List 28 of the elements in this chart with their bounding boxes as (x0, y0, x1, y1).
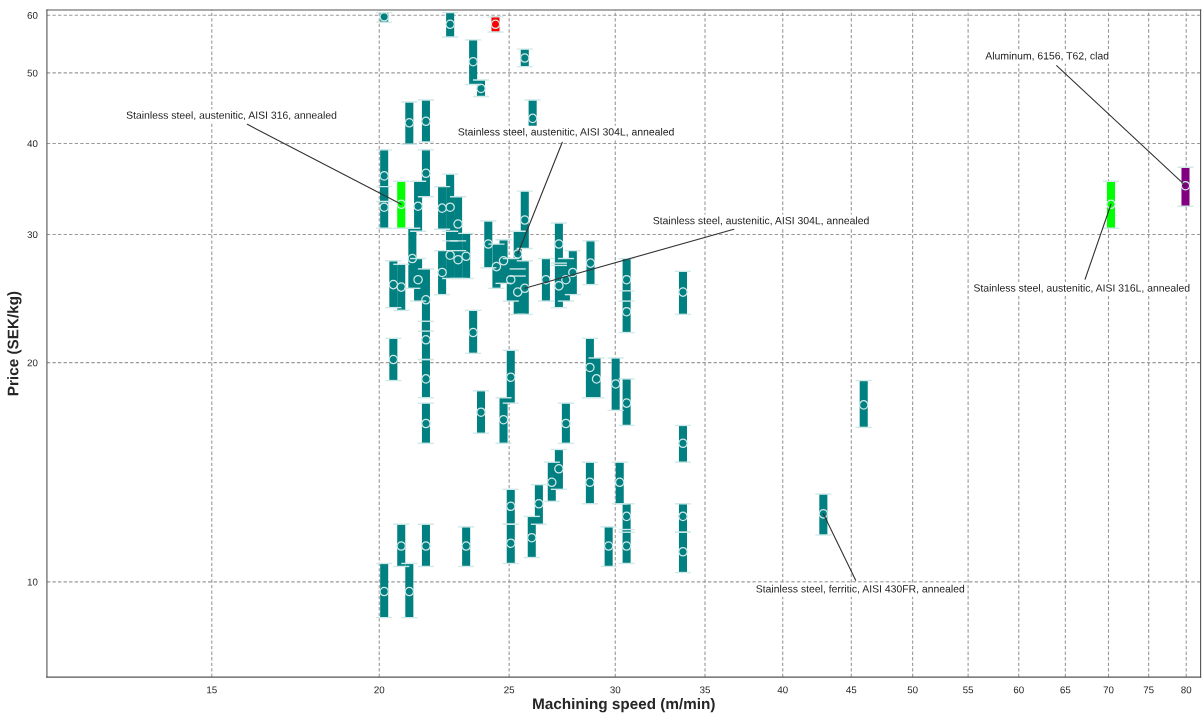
y-tick-label: 50 (27, 69, 38, 77)
x-axis-title: Machining speed (m/min) (533, 697, 715, 713)
annotation: Aluminum, 6156, T62, clad (985, 51, 1109, 61)
x-tick-label: 75 (1143, 686, 1154, 694)
y-tick-label: 60 (27, 11, 38, 19)
y-tick-label: 30 (27, 231, 38, 239)
x-tick-label: 30 (610, 686, 621, 694)
x-tick-label: 50 (907, 686, 918, 694)
y-axis-title: Price (SEK/kg) (7, 291, 22, 396)
x-tick-label: 55 (963, 686, 974, 694)
annotation: Stainless steel, austenitic, AISI 304L, annealed (458, 127, 674, 137)
annotation: Stainless steel, austenitic, AISI 304L, annealed (653, 216, 869, 226)
y-tick-label: 20 (27, 359, 38, 367)
x-tick-label: 20 (374, 686, 385, 694)
x-tick-label: 15 (207, 686, 217, 694)
x-tick-label: 40 (777, 686, 788, 694)
y-tick-label: 10 (27, 578, 38, 586)
x-tick-label: 25 (504, 686, 515, 694)
x-tick-label: 35 (699, 686, 711, 694)
annotation: Stainless steel, ferritic, AISI 430FR, annealed (756, 584, 965, 594)
y-tick-label: 40 (27, 140, 38, 148)
x-tick-label: 65 (1060, 686, 1071, 694)
x-tick-label: 70 (1103, 686, 1114, 694)
annotation: Stainless steel, austenitic, AISI 316, annealed (126, 111, 337, 121)
x-tick-label: 45 (846, 686, 857, 694)
x-tick-label: 80 (1181, 686, 1192, 694)
x-tick-label: 60 (1013, 686, 1024, 694)
annotation: Stainless steel, austenitic, AISI 316L, annealed (973, 284, 1190, 293)
